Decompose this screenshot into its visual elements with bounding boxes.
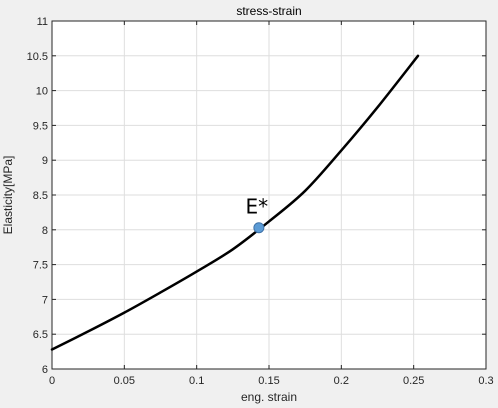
x-tick-label: 0.3 <box>478 375 493 387</box>
series-layer <box>50 54 420 351</box>
data-line <box>50 54 420 351</box>
y-tick-label: 8.5 <box>33 190 48 202</box>
y-tick-label: 6.5 <box>33 329 48 341</box>
x-tick-label: 0.2 <box>334 375 349 387</box>
axes: 0 0.05 0.1 0.15 0.2 0.25 0.3 6 6.5 7 7.5 8 8.5 9 9.5 10… <box>27 16 494 387</box>
y-tick-label: 7 <box>42 294 48 306</box>
data-point-marker <box>253 222 265 234</box>
y-tick-label: 8 <box>42 225 48 237</box>
x-tick-label: 0.25 <box>403 375 424 387</box>
y-tick-label: 11 <box>37 16 48 28</box>
annotation-label: E* <box>246 195 269 219</box>
x-tick-label: 0 <box>49 375 55 387</box>
x-tick-label: 0.05 <box>114 375 135 387</box>
x-tick-label: 0.1 <box>189 375 204 387</box>
x-tick-label: 0.15 <box>258 375 279 387</box>
x-axis-title: eng. strain <box>241 390 297 404</box>
annotation-layer: E* <box>246 195 269 234</box>
y-tick-label: 9 <box>42 155 48 167</box>
y-tick-label: 9.5 <box>33 120 48 132</box>
y-axis-title: Elasticity[MPa] <box>1 156 15 235</box>
y-tick-label: 10.5 <box>27 51 48 63</box>
y-tick-label: 10 <box>36 86 48 98</box>
chart-title: stress-strain <box>236 4 301 18</box>
y-tick-label: 6 <box>42 364 48 376</box>
y-tick-label: 7.5 <box>33 260 48 272</box>
